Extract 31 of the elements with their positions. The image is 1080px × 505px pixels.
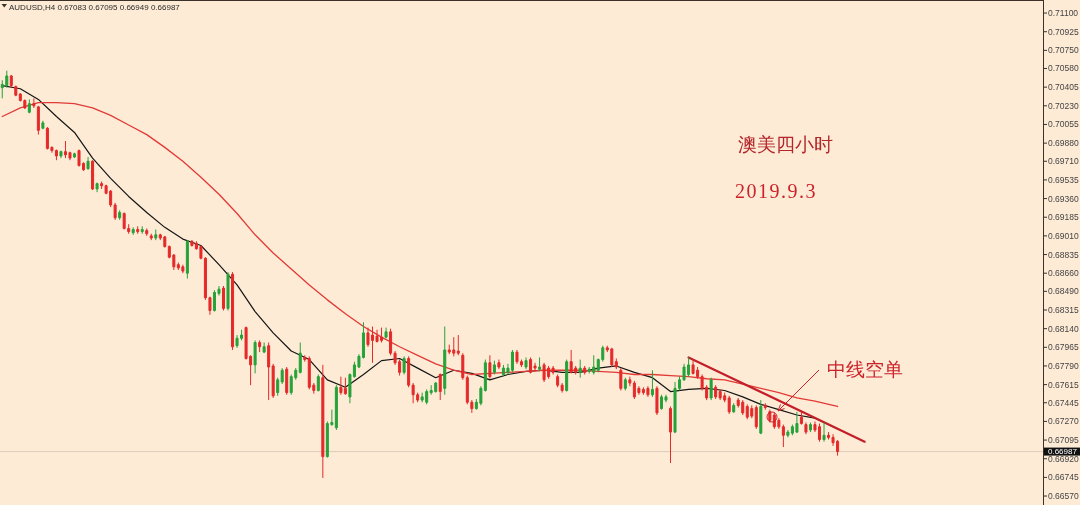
tick-label: 0.69185 [1048, 212, 1079, 223]
tick-label: 0.68315 [1048, 305, 1079, 315]
tick-label: 0.70580 [1048, 63, 1079, 74]
tick-label: 0.67615 [1048, 379, 1079, 390]
title: AUDUSD,H4 0.67083 0.67095 0.66949 0.66987 [9, 2, 180, 12]
tick-label: 0.68490 [1048, 286, 1079, 297]
tick-label: 0.67790 [1048, 360, 1079, 371]
tick-label: 0.67095 [1048, 435, 1079, 446]
tick-label: 0.69535 [1048, 174, 1079, 185]
tick-label: 0.68140 [1048, 323, 1079, 334]
tick-label: 0.68835 [1048, 249, 1079, 260]
annotation: 澳美四小时 [737, 134, 833, 155]
tick-label: 0.67965 [1048, 342, 1079, 353]
annotation: 2019.9.3 [735, 180, 817, 202]
tick-label: 0.70055 [1048, 119, 1079, 130]
price-label: 0.66987 [1044, 447, 1080, 457]
annotation: 中线空单 [827, 359, 903, 380]
tick-label: 0.71100 [1048, 8, 1079, 19]
tick-label: 0.70750 [1048, 45, 1079, 56]
tick-label: 0.70405 [1048, 82, 1079, 93]
tick-label: 0.69360 [1048, 193, 1079, 204]
tick-label: 0.66745 [1048, 472, 1079, 483]
tick-label: 0.70925 [1048, 26, 1079, 37]
tick-label: 0.67445 [1048, 397, 1079, 408]
tick-label: 0.69880 [1048, 138, 1079, 149]
tick-label: 0.69010 [1048, 230, 1079, 241]
tick-label: 0.66570 [1048, 491, 1079, 502]
tick-label: 0.70230 [1048, 100, 1079, 111]
tick-label: 0.68660 [1048, 268, 1079, 279]
tick-label: 0.69710 [1048, 156, 1079, 167]
tick-label: 0.67270 [1048, 416, 1079, 427]
